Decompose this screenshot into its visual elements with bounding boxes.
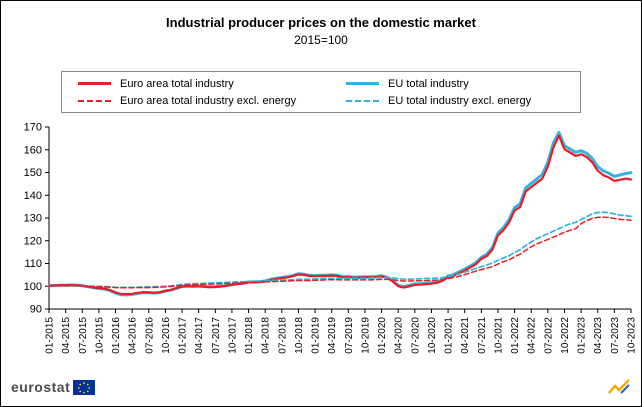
svg-text:160: 160 xyxy=(24,144,42,156)
chart-subtitle: 2015=100 xyxy=(294,33,348,47)
svg-text:07-2021: 07-2021 xyxy=(477,317,488,354)
legend-item-label: Euro area total industry xyxy=(120,77,234,90)
svg-text:100: 100 xyxy=(24,281,42,293)
trend-zigzag-icon xyxy=(608,379,630,394)
svg-text:10-2020: 10-2020 xyxy=(427,317,438,354)
svg-text:01-2015: 01-2015 xyxy=(45,317,56,354)
svg-text:140: 140 xyxy=(24,190,42,202)
legend: Euro area total industry EU total indust… xyxy=(61,71,581,113)
svg-text:07-2016: 07-2016 xyxy=(144,317,155,354)
svg-text:10-2016: 10-2016 xyxy=(161,317,172,354)
svg-text:01-2023: 01-2023 xyxy=(577,317,588,354)
price-index-line-chart: 90 100 110 120 130 140 150 160 170 01-2015 04-2015… xyxy=(24,122,638,354)
legend-item: EU total industry excl. energy xyxy=(346,95,580,107)
eurostat-wordmark: eurostat xyxy=(11,379,71,395)
svg-text:04-2018: 04-2018 xyxy=(261,317,272,354)
footer: eurostat xyxy=(11,376,631,398)
svg-text:07-2017: 07-2017 xyxy=(211,317,222,354)
svg-text:130: 130 xyxy=(24,213,42,225)
svg-text:10-2017: 10-2017 xyxy=(227,317,238,354)
svg-text:10-2021: 10-2021 xyxy=(493,317,504,354)
svg-text:04-2023: 04-2023 xyxy=(593,317,604,354)
svg-text:04-2022: 04-2022 xyxy=(527,317,538,354)
svg-text:01-2020: 01-2020 xyxy=(377,317,388,354)
svg-text:01-2019: 01-2019 xyxy=(311,317,322,354)
eurostat-logo: eurostat xyxy=(11,379,96,395)
svg-text:110: 110 xyxy=(24,258,42,270)
svg-text:07-2018: 07-2018 xyxy=(277,317,288,354)
line-sample-icon xyxy=(78,99,111,102)
legend-item-label: EU total industry xyxy=(388,77,469,90)
svg-text:04-2021: 04-2021 xyxy=(460,317,471,354)
svg-text:07-2022: 07-2022 xyxy=(543,317,554,354)
eu-flag-icon xyxy=(73,380,96,395)
svg-text:04-2017: 04-2017 xyxy=(194,317,205,354)
plot-area: 90 100 110 120 130 140 150 160 170 01-2015 04-2015… xyxy=(1,117,641,365)
line-sample-icon xyxy=(346,99,379,102)
legend-item: Euro area total industry xyxy=(78,78,346,90)
svg-text:04-2015: 04-2015 xyxy=(61,317,72,354)
svg-text:10-2018: 10-2018 xyxy=(294,317,305,354)
svg-text:01-2022: 01-2022 xyxy=(510,317,521,354)
svg-text:150: 150 xyxy=(24,167,42,179)
svg-text:120: 120 xyxy=(24,235,42,247)
svg-text:90: 90 xyxy=(30,304,42,316)
svg-text:07-2023: 07-2023 xyxy=(610,317,621,354)
line-sample-icon xyxy=(346,82,379,85)
svg-text:07-2019: 07-2019 xyxy=(344,317,355,354)
svg-text:07-2015: 07-2015 xyxy=(78,317,89,354)
svg-text:170: 170 xyxy=(24,122,42,134)
svg-text:10-2019: 10-2019 xyxy=(360,317,371,354)
legend-item: EU total industry xyxy=(346,78,580,90)
svg-text:04-2019: 04-2019 xyxy=(327,317,338,354)
legend-item-label: EU total industry excl. energy xyxy=(388,94,532,107)
svg-text:07-2020: 07-2020 xyxy=(410,317,421,354)
svg-text:01-2018: 01-2018 xyxy=(244,317,255,354)
svg-text:04-2016: 04-2016 xyxy=(128,317,139,354)
svg-text:01-2021: 01-2021 xyxy=(444,317,455,354)
svg-text:10-2022: 10-2022 xyxy=(560,317,571,354)
legend-item-label: Euro area total industry excl. energy xyxy=(120,94,297,107)
svg-text:01-2017: 01-2017 xyxy=(178,317,189,354)
line-sample-icon xyxy=(78,82,111,85)
svg-text:04-2020: 04-2020 xyxy=(394,317,405,354)
svg-text:01-2016: 01-2016 xyxy=(111,317,122,354)
svg-text:10-2023: 10-2023 xyxy=(627,317,638,354)
svg-text:10-2015: 10-2015 xyxy=(94,317,105,354)
chart-title: Industrial producer prices on the domest… xyxy=(166,15,476,30)
legend-item: Euro area total industry excl. energy xyxy=(78,95,346,107)
